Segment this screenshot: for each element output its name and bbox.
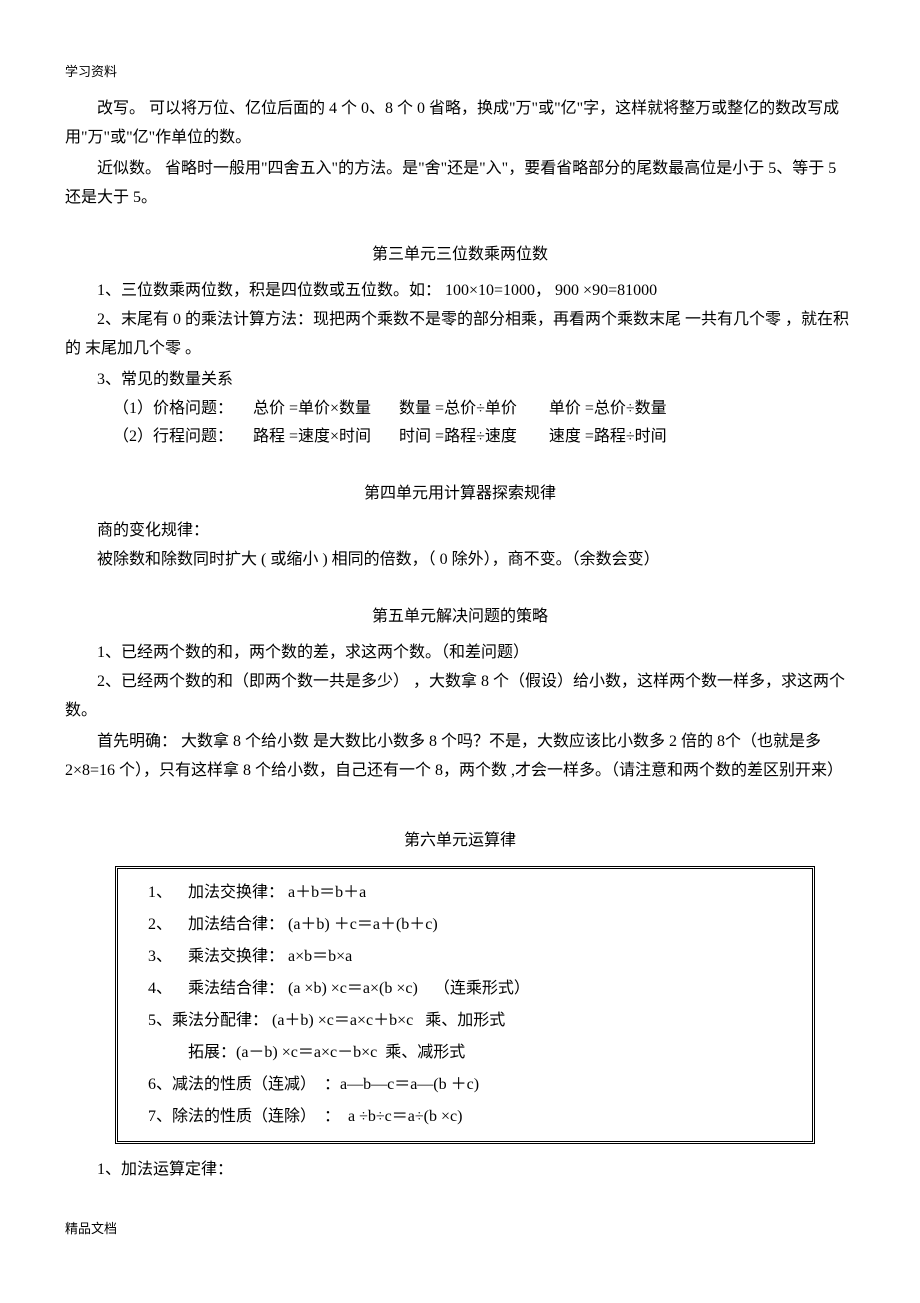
unit3-relation-travel: （2）行程问题： 路程 =速度×时间 时间 =路程÷速度 速度 =路程÷时间	[65, 423, 855, 452]
law-subtraction: 6、减法的性质（连减） ：a—b—c＝a—(b ＋c)	[148, 1069, 782, 1101]
unit4-point-1: 商的变化规律：	[65, 517, 855, 546]
law-mul-commutative: 3、 乘法交换律： a×b＝b×a	[148, 941, 782, 973]
unit5-point-1: 1、已经两个数的和，两个数的差，求这两个数。（和差问题）	[65, 639, 855, 668]
unit6-point-1: 1、加法运算定律：	[65, 1156, 855, 1185]
unit5-title: 第五单元解决问题的策略	[65, 603, 855, 632]
intro-paragraph-approx: 近似数。 省略时一般用"四舍五入"的方法。是"舍"还是"入"，要看省略部分的尾数…	[65, 155, 855, 213]
unit5-point-3: 首先明确： 大数拿 8 个给小数 是大数比小数多 8 个吗？不是，大数应该比小数…	[65, 728, 855, 786]
laws-box: 1、 加法交换律： a＋b＝b＋a 2、 加法结合律： (a＋b) ＋c＝a＋(…	[115, 866, 815, 1144]
unit6-title: 第六单元运算律	[65, 827, 855, 856]
page-header: 学习资料	[65, 60, 855, 83]
unit4-title: 第四单元用计算器探索规律	[65, 480, 855, 509]
unit3-point-1: 1、三位数乘两位数，积是四位数或五位数。如： 100×10=1000， 900 …	[65, 277, 855, 306]
unit3-point-3: 3、常见的数量关系	[65, 366, 855, 395]
intro-paragraph-rewrite: 改写。 可以将万位、亿位后面的 4 个 0、8 个 0 省略，换成"万"或"亿"…	[65, 95, 855, 153]
law-add-associative: 2、 加法结合律： (a＋b) ＋c＝a＋(b＋c)	[148, 909, 782, 941]
unit5-point-2: 2、已经两个数的和（即两个数一共是多少） ，大数拿 8 个（假设）给小数，这样两…	[65, 668, 855, 726]
law-add-commutative: 1、 加法交换律： a＋b＝b＋a	[148, 877, 782, 909]
law-mul-associative: 4、 乘法结合律： (a ×b) ×c＝a×(b ×c) （连乘形式）	[148, 973, 782, 1005]
law-distributive: 5、乘法分配律： (a＋b) ×c＝a×c＋b×c 乘、加形式	[148, 1005, 782, 1037]
unit3-point-2: 2、末尾有 0 的乘法计算方法：现把两个乘数不是零的部分相乘，再看两个乘数末尾 …	[65, 306, 855, 364]
unit3-relation-price: （1）价格问题： 总价 =单价×数量 数量 =总价÷单价 单价 =总价÷数量	[65, 395, 855, 424]
unit4-point-2: 被除数和除数同时扩大 ( 或缩小 ) 相同的倍数，（ 0 除外），商不变。（余数…	[65, 546, 855, 575]
page-footer: 精品文档	[65, 1217, 855, 1240]
unit3-title: 第三单元三位数乘两位数	[65, 241, 855, 270]
law-division: 7、除法的性质（连除） ： a ÷b÷c＝a÷(b ×c)	[148, 1101, 782, 1133]
law-distributive-ext: 拓展：(a－b) ×c＝a×c－b×c 乘、减形式	[148, 1037, 782, 1069]
